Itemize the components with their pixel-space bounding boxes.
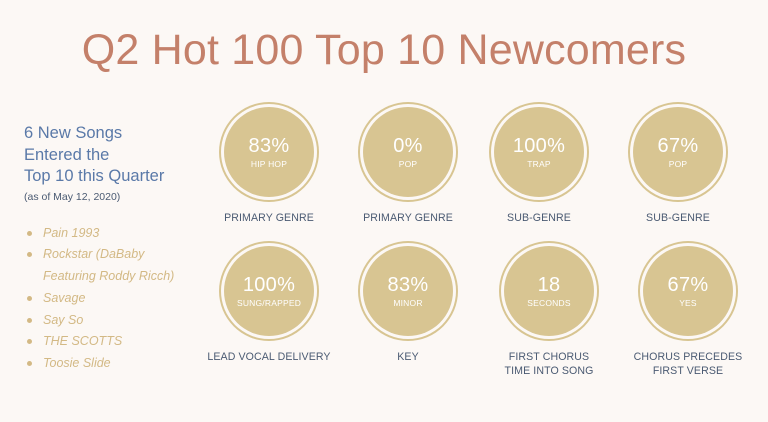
stat-sublabel: POP [398,158,418,169]
stat-label: KEY [333,351,483,365]
stat-sublabel: HIP HOP [250,158,288,169]
song-title: THE SCOTTS [43,334,123,349]
song-title: Toosie Slide [43,356,111,371]
stat-label-line-2: TIME INTO SONG [504,364,594,377]
stat-sublabel: YES [679,297,697,308]
stat-value: 18 [537,273,561,296]
stat-label: LEAD VOCAL DELIVERY [194,351,344,365]
stat-value: 100% [512,134,566,157]
song-item: Savage [24,288,214,310]
song-item: Pain 1993 [24,223,214,245]
stat-label: PRIMARY GENRE [333,212,483,226]
stat-label: PRIMARY GENRE [194,212,344,226]
stat-circle: 100% TRAP [494,107,584,197]
stat-circle: 100% SUNG/RAPPED [224,246,314,336]
stat-label: SUB-GENRE [603,212,753,226]
stat-sublabel: MINOR [393,297,423,308]
song-title: Say So [43,312,84,327]
intro-headline-line-3: Top 10 this Quarter [24,167,165,185]
bullet-icon [27,339,32,345]
song-title-continued: Featuring Roddy Ricch) [43,269,175,284]
stat-value: 100% [242,273,296,296]
stat-label-line-2: FIRST VERSE [652,364,724,377]
stat-sublabel: SECONDS [527,297,571,308]
as-of-date: (as of May 12, 2020) [24,190,121,203]
song-title: Savage [43,290,86,305]
song-item: Toosie Slide [24,353,214,375]
stat-label-line-1: FIRST CHORUS [508,351,590,363]
intro-headline-line-1: 6 New Songs [24,124,123,142]
bullet-icon [27,317,32,323]
song-item: Say So [24,310,214,332]
stat-label: CHORUS PRECEDES FIRST VERSE [613,351,763,378]
song-list: Pain 1993 Rockstar (DaBaby Featuring Rod… [24,223,214,376]
stat-value: 83% [387,273,429,296]
stat-sublabel: TRAP [527,158,551,169]
bullet-icon [27,252,32,258]
stat-label-line-1: PRIMARY GENRE [363,212,453,224]
stat-circle: 18 SECONDS [504,246,594,336]
stat-label: SUB-GENRE [464,212,614,226]
stat-value: 67% [657,134,699,157]
intro-headline-line-2: Entered the [24,145,110,164]
song-item: Rockstar (DaBaby Featuring Roddy Ricch) [24,244,214,288]
stat-circle: 67% POP [633,107,723,197]
stat-label-line-1: PRIMARY GENRE [224,212,314,224]
stat-circle: 0% POP [363,107,453,197]
song-title: Pain 1993 [43,225,100,240]
stat-circle: 83% MINOR [363,246,453,336]
stat-label-line-1: CHORUS PRECEDES [633,351,743,363]
page-title: Q2 Hot 100 Top 10 Newcomers [81,26,687,74]
stat-label-line-1: SUB-GENRE [646,212,710,224]
stat-first-chorus-time: 18 SECONDS FIRST CHORUS TIME INTO SONG [474,246,624,378]
stat-chorus-precedes-verse: 67% YES CHORUS PRECEDES FIRST VERSE [613,246,763,378]
stat-key-minor: 83% MINOR KEY [333,246,483,365]
stat-sublabel: POP [668,158,688,169]
stat-value: 83% [248,134,290,157]
bullet-icon [27,361,32,367]
bullet-icon [27,295,32,301]
intro-headline: 6 New Songs Entered the Top 10 this Quar… [24,123,214,188]
intro-panel: 6 New Songs Entered the Top 10 this Quar… [24,123,214,375]
stat-label-line-1: SUB-GENRE [507,212,571,224]
stat-sublabel: SUNG/RAPPED [236,297,302,308]
stat-value: 67% [667,273,709,296]
stat-circle: 83% HIP HOP [224,107,314,197]
stat-primary-genre-pop: 0% POP PRIMARY GENRE [333,107,483,226]
stat-sub-genre-trap: 100% TRAP SUB-GENRE [464,107,614,226]
song-item: THE SCOTTS [24,331,214,353]
stat-lead-vocal-delivery: 100% SUNG/RAPPED LEAD VOCAL DELIVERY [194,246,344,365]
stat-label: FIRST CHORUS TIME INTO SONG [474,351,624,378]
stat-primary-genre-hip-hop: 83% HIP HOP PRIMARY GENRE [194,107,344,226]
bullet-icon [27,230,32,236]
stat-circle: 67% YES [643,246,733,336]
stat-label-line-1: LEAD VOCAL DELIVERY [207,351,331,363]
stat-value: 0% [393,134,423,157]
stat-sub-genre-pop: 67% POP SUB-GENRE [603,107,753,226]
song-title: Rockstar (DaBaby [43,247,145,262]
stat-label-line-1: KEY [397,351,419,363]
